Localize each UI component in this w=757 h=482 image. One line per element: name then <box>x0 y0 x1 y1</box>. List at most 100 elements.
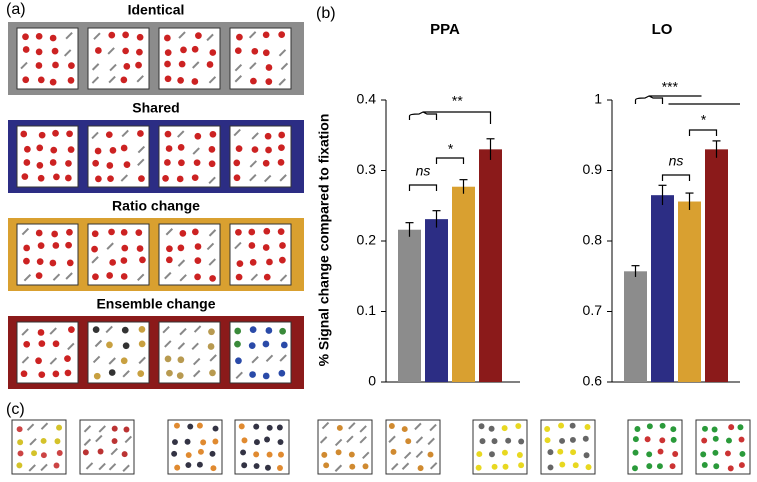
stimulus-item <box>121 129 129 138</box>
stimulus-item <box>253 423 260 430</box>
bar <box>678 201 701 382</box>
stimulus-item <box>266 258 273 266</box>
stimulus-item <box>278 144 285 152</box>
stimulus-item <box>251 146 259 153</box>
stimulus-item <box>187 423 194 430</box>
stimulus-item <box>185 452 192 459</box>
stimulus-item <box>56 424 63 431</box>
stimulus-item <box>138 175 145 182</box>
stimulus-item <box>279 274 288 282</box>
stimulus-item <box>478 423 485 430</box>
stimulus-item <box>22 46 30 53</box>
stimulus-item <box>92 159 99 167</box>
stimulus-item <box>249 160 258 168</box>
stimulus-item <box>388 435 396 443</box>
stimulus-item <box>174 464 181 471</box>
stimulus-item <box>123 426 130 433</box>
stimulus-item <box>557 448 564 455</box>
stimulus-item <box>164 75 172 83</box>
stimulus-item <box>415 450 424 459</box>
stimulus-item <box>559 461 566 468</box>
stimulus-item <box>388 423 395 429</box>
stimulus-item <box>278 78 286 86</box>
stimulus-item <box>121 244 129 252</box>
stimulus-item <box>120 357 128 365</box>
stimulus-item <box>40 437 47 444</box>
stimulus-item <box>195 32 202 39</box>
y-tick-label: 1 <box>594 91 602 107</box>
stimulus-item <box>278 451 284 458</box>
significance-bracket <box>634 95 740 105</box>
stimulus-item <box>35 62 43 69</box>
stimulus-item <box>35 32 43 40</box>
stimulus-item <box>206 33 214 42</box>
stimulus-item <box>92 326 100 333</box>
y-tick-label: 0 <box>368 373 376 389</box>
significance-label: * <box>447 141 453 157</box>
stimulus-item <box>164 60 171 68</box>
stimulus-item <box>475 464 482 471</box>
stimulus-item <box>106 242 114 250</box>
panel-label: (b) <box>316 5 336 22</box>
bar <box>479 149 502 382</box>
stimulus-item <box>120 228 128 236</box>
stimulus-item <box>51 47 59 55</box>
bar <box>452 186 475 382</box>
stimulus-item <box>206 242 215 251</box>
stimulus-item <box>137 158 145 167</box>
stimulus-item <box>49 78 57 86</box>
stimulus-item <box>93 32 101 40</box>
stimulus-item <box>248 242 256 249</box>
error-bar <box>712 140 721 158</box>
stimulus-item <box>249 326 257 334</box>
bar <box>425 219 448 382</box>
stimulus-item <box>49 357 58 365</box>
y-tick-label: 0.2 <box>357 232 377 248</box>
stimulus-item <box>234 241 242 250</box>
stimulus-item <box>634 426 641 432</box>
stimulus-item <box>35 357 42 365</box>
stimulus-item <box>93 372 101 380</box>
stimulus-item <box>94 339 103 348</box>
stimulus-item <box>391 462 399 471</box>
stimulus-item <box>122 464 130 472</box>
stimulus-item <box>208 160 216 168</box>
stimulus-item <box>138 356 146 365</box>
stimulus-item <box>544 426 551 432</box>
stimulus-item <box>279 174 287 182</box>
stimulus-item <box>569 436 576 443</box>
stimulus-item <box>323 462 330 469</box>
stimulus-item <box>121 451 128 458</box>
stimulus-item <box>701 461 708 468</box>
stimulus-item <box>49 259 57 267</box>
stimulus-item <box>279 242 286 249</box>
stimulus-item <box>491 438 498 445</box>
stimulus-item <box>248 342 256 350</box>
stimulus-item <box>137 370 145 377</box>
stimulus-item <box>359 425 367 433</box>
stimulus-item <box>279 256 286 264</box>
stimulus-item <box>262 244 270 251</box>
significance-bracket <box>661 174 691 181</box>
stimulus-item <box>52 273 61 281</box>
stimulus-item <box>248 228 256 236</box>
stimulus-item <box>164 271 172 280</box>
stimulus-item <box>251 47 259 55</box>
stimulus-item <box>40 463 48 472</box>
stimulus-item <box>429 462 438 470</box>
stimulus-item <box>66 130 73 138</box>
stimulus-item <box>121 326 129 334</box>
stimulus-item <box>263 174 272 183</box>
stimulus-item <box>265 146 272 154</box>
stimulus-item <box>279 354 287 362</box>
stimulus-item <box>20 130 28 138</box>
stimulus-item <box>122 47 129 55</box>
stimulus-item <box>180 46 187 54</box>
stimulus-item <box>194 132 202 140</box>
stimulus-item <box>111 438 118 445</box>
stimulus-item <box>16 462 23 469</box>
stimulus-item <box>727 465 734 472</box>
stimulus-item <box>108 369 116 376</box>
stimulus-item <box>263 273 271 281</box>
